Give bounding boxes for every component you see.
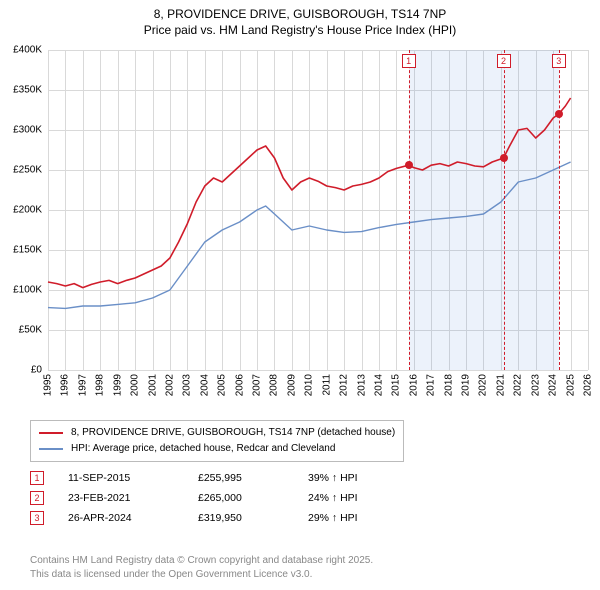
y-tick-label: £400K	[13, 45, 42, 56]
marker-line-1	[409, 50, 410, 370]
x-tick-label: 2025	[565, 374, 576, 396]
x-tick-label: 1995	[43, 374, 54, 396]
tx-price: £265,000	[198, 488, 308, 508]
x-tick-label: 2023	[530, 374, 541, 396]
legend-label-1: 8, PROVIDENCE DRIVE, GUISBOROUGH, TS14 7…	[71, 425, 395, 441]
x-tick-label: 1996	[60, 374, 71, 396]
y-tick-label: £50K	[19, 325, 42, 336]
table-row: 2 23-FEB-2021 £265,000 24% ↑ HPI	[30, 488, 358, 508]
x-tick-label: 2013	[356, 374, 367, 396]
x-tick-label: 2021	[495, 374, 506, 396]
marker-line-3	[559, 50, 560, 370]
x-tick-label: 2018	[443, 374, 454, 396]
series-price_paid	[48, 98, 571, 288]
x-tick-label: 2010	[304, 374, 315, 396]
x-tick-label: 2006	[234, 374, 245, 396]
x-tick-label: 1999	[112, 374, 123, 396]
x-tick-label: 2005	[217, 374, 228, 396]
line-series	[48, 50, 588, 370]
y-tick-label: £250K	[13, 165, 42, 176]
marker-dot-2	[500, 154, 508, 162]
marker-box-2: 2	[497, 54, 511, 68]
legend-swatch-blue	[39, 448, 63, 450]
tx-price: £319,950	[198, 508, 308, 528]
x-tick-label: 1997	[77, 374, 88, 396]
x-tick-label: 2019	[461, 374, 472, 396]
tx-date: 23-FEB-2021	[68, 488, 198, 508]
x-tick-label: 2002	[164, 374, 175, 396]
y-tick-label: £350K	[13, 85, 42, 96]
x-tick-label: 1998	[95, 374, 106, 396]
tx-price: £255,995	[198, 468, 308, 488]
x-tick-label: 2024	[548, 374, 559, 396]
x-tick-label: 2001	[147, 374, 158, 396]
x-tick-label: 2000	[130, 374, 141, 396]
plot-region: 1 2 3	[48, 50, 588, 370]
x-tick-label: 2015	[391, 374, 402, 396]
tx-delta: 39% ↑ HPI	[308, 468, 358, 488]
y-axis-labels: £0£50K£100K£150K£200K£250K£300K£350K£400…	[0, 50, 44, 370]
x-axis-labels: 1995199619971998199920002001200220032004…	[48, 370, 588, 418]
tx-marker-1: 1	[30, 471, 44, 485]
tx-date: 11-SEP-2015	[68, 468, 198, 488]
title-line-1: 8, PROVIDENCE DRIVE, GUISBOROUGH, TS14 7…	[0, 6, 600, 22]
attribution-line-2: This data is licensed under the Open Gov…	[30, 568, 373, 582]
x-tick-label: 2026	[583, 374, 594, 396]
x-tick-label: 2004	[199, 374, 210, 396]
series-hpi	[48, 162, 571, 308]
tx-delta: 29% ↑ HPI	[308, 508, 358, 528]
y-tick-label: £300K	[13, 125, 42, 136]
legend-swatch-red	[39, 432, 63, 434]
marker-dot-1	[405, 161, 413, 169]
y-tick-label: £150K	[13, 245, 42, 256]
x-tick-label: 2014	[373, 374, 384, 396]
x-tick-label: 2007	[252, 374, 263, 396]
table-row: 3 26-APR-2024 £319,950 29% ↑ HPI	[30, 508, 358, 528]
legend-item-hpi: HPI: Average price, detached house, Redc…	[39, 441, 395, 457]
x-tick-label: 2016	[408, 374, 419, 396]
legend: 8, PROVIDENCE DRIVE, GUISBOROUGH, TS14 7…	[30, 420, 404, 462]
tx-marker-2: 2	[30, 491, 44, 505]
x-tick-label: 2022	[513, 374, 524, 396]
x-tick-label: 2009	[286, 374, 297, 396]
x-tick-label: 2017	[426, 374, 437, 396]
attribution-line-1: Contains HM Land Registry data © Crown c…	[30, 554, 373, 568]
chart-area: £0£50K£100K£150K£200K£250K£300K£350K£400…	[48, 50, 588, 370]
x-tick-label: 2012	[339, 374, 350, 396]
attribution: Contains HM Land Registry data © Crown c…	[30, 554, 373, 581]
marker-dot-3	[555, 110, 563, 118]
x-tick-label: 2020	[478, 374, 489, 396]
legend-label-2: HPI: Average price, detached house, Redc…	[71, 441, 335, 457]
transactions-table: 1 11-SEP-2015 £255,995 39% ↑ HPI 2 23-FE…	[30, 468, 358, 528]
tx-delta: 24% ↑ HPI	[308, 488, 358, 508]
chart-title: 8, PROVIDENCE DRIVE, GUISBOROUGH, TS14 7…	[0, 0, 600, 38]
tx-date: 26-APR-2024	[68, 508, 198, 528]
tx-marker-3: 3	[30, 511, 44, 525]
x-tick-label: 2008	[269, 374, 280, 396]
title-line-2: Price paid vs. HM Land Registry's House …	[0, 22, 600, 38]
x-tick-label: 2011	[321, 374, 332, 396]
x-tick-label: 2003	[182, 374, 193, 396]
y-tick-label: £100K	[13, 285, 42, 296]
table-row: 1 11-SEP-2015 £255,995 39% ↑ HPI	[30, 468, 358, 488]
marker-box-1: 1	[402, 54, 416, 68]
y-tick-label: £200K	[13, 205, 42, 216]
marker-box-3: 3	[552, 54, 566, 68]
y-tick-label: £0	[31, 365, 42, 376]
marker-line-2	[504, 50, 505, 370]
legend-item-price-paid: 8, PROVIDENCE DRIVE, GUISBOROUGH, TS14 7…	[39, 425, 395, 441]
